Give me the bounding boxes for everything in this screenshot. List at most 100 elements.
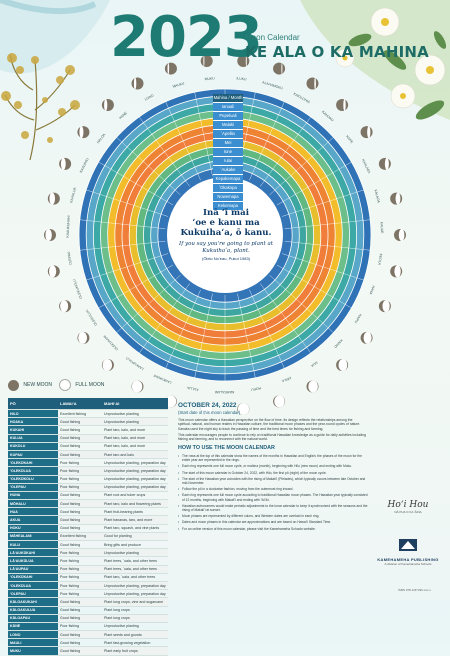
night-label: KAUAE <box>380 222 385 234</box>
farming-cell: Plant root and tuber crops <box>102 491 168 501</box>
farming-cell: Plant fast-growing vegetation <box>102 638 168 648</box>
night-spoke <box>276 264 352 309</box>
fishing-cell: Good fishing <box>58 597 102 607</box>
fishing-cell: Good fishing <box>58 499 102 509</box>
month-legend-item: ʻApelila <box>213 130 243 139</box>
night-label: KALAOA <box>374 189 381 204</box>
night-name-cell: KĀLOAPAU <box>8 614 58 623</box>
fishing-cell: Poor fishing <box>58 589 102 599</box>
table-row: ʻOLEPAU Poor fishing Unproductive planting… <box>8 589 168 599</box>
farming-cell: Unproductive planting, preparation day <box>102 589 168 599</box>
night-label: LONO <box>144 93 155 101</box>
fishing-cell: Excellent fishing <box>58 532 102 542</box>
full-moon-icon <box>58 379 71 391</box>
night-label: KAIPU <box>353 313 362 324</box>
night-name-cell: KUKAHI <box>8 425 58 435</box>
table-row: KĀNE Poor fishing Unproductive planting <box>8 622 168 632</box>
farming-cell: Bring gifts and produce <box>102 540 168 550</box>
farming-cell: Unproductive planting, preparation day <box>102 581 168 591</box>
night-spoke <box>116 274 181 333</box>
table-row: KUKAHI Good fishing Plant taro, kalo, and … <box>8 425 168 435</box>
night-label: KAPE <box>345 135 354 145</box>
night-label: KAAUPAU <box>79 157 90 174</box>
farming-cell: Good for planting <box>102 532 168 542</box>
fishing-cell: Good fishing <box>58 515 102 525</box>
fishing-cell: Good fishing <box>58 425 102 435</box>
fishing-cell: Good fishing <box>58 540 102 550</box>
night-name-cell: KULU <box>8 540 58 550</box>
farming-cell: Plant trees, ʻuala, and other trees <box>102 565 168 574</box>
table-row: HILO Excellent fishing Unproductive planti… <box>8 409 168 419</box>
table-row: LĀʻAUKŪKAHI Poor fishing Unproductive plan… <box>8 548 168 558</box>
how-to-item: The start of this moon calendar is Octob… <box>178 471 368 475</box>
how-to-heading: HOW TO USE THE MOON CALENDAR <box>178 445 275 451</box>
night-name-cell: HUNA <box>8 491 58 501</box>
quote-citation: (Ōlelo Noʻeau, Pukui 1983) <box>201 256 251 261</box>
night-label: KAALAEA <box>361 159 372 175</box>
night-name-cell: AKUA <box>8 515 58 525</box>
kamehameha-publishing-logo: KAMEHAMEHA PUBLISHING A division of Kame… <box>377 538 439 566</box>
fishing-cell: Poor fishing <box>58 573 102 582</box>
night-spoke <box>98 161 174 206</box>
moon-phase-icon <box>131 77 144 90</box>
moon-phase-icon <box>273 62 286 75</box>
night-label: KAIHO <box>333 338 343 349</box>
intro-paragraph: This moon calendar offers a Hawaiian per… <box>178 418 361 431</box>
night-label: KEOLA <box>377 253 383 266</box>
night-name-cell: MŌHALU <box>8 499 58 509</box>
night-label: HALOA <box>96 132 107 144</box>
moon-calendar-poster: ILUKU ALAHAMOKU KAIOLOHIA KAHOKU KAPE KAALAEA… <box>0 0 450 416</box>
table-row: ʻOLEPAU Poor fishing Unproductive planting… <box>8 483 168 492</box>
full-moon-label: FULL MOON <box>75 382 105 388</box>
table-row: HOKU Good fishing Plant taro, squash, and … <box>8 524 168 533</box>
moon-phase-icon <box>237 403 250 416</box>
night-spoke <box>79 219 166 229</box>
fishing-cell: Excellent fishing <box>58 409 102 419</box>
table-row: KULUA Good fishing Plant taro, kalo, and m… <box>8 434 168 443</box>
night-spoke <box>276 161 352 206</box>
night-name-cell: LĀʻAUKŪLUA <box>8 556 58 566</box>
night-name-cell: LONO <box>8 630 58 640</box>
night-name-cell: LĀʻAUKŪKAHI <box>8 548 58 558</box>
night-label: KEILA <box>281 376 292 384</box>
fishing-cell: Good fishing <box>58 442 102 451</box>
moon-phase-icon <box>360 126 373 139</box>
farming-cell: Plant early fruit crops <box>102 646 168 656</box>
farming-cell: Plant taro, kalo, and more <box>102 434 168 443</box>
farming-cell: Unproductive planting <box>102 548 168 558</box>
farming-cell: Plant taro, ʻuala, and other trees <box>102 573 168 582</box>
table-row: MŌHALU Good fishing Plant taro, kalo and f… <box>8 499 168 509</box>
fishing-cell: Poor fishing <box>58 581 102 591</box>
night-label: KANE <box>118 111 128 121</box>
moon-phase-icon <box>394 229 406 241</box>
fishing-cell: Good fishing <box>58 524 102 533</box>
month-legend-item: ʻOkakopa <box>213 184 243 193</box>
calendar-year: 2023 <box>110 5 263 70</box>
farming-cell: Unproductive planting, preparation day <box>102 466 168 476</box>
night-spoke <box>194 293 213 378</box>
month-legend-label: Mahina / Month <box>213 94 243 103</box>
how-to-item: Each ring represents one full moon cycle… <box>178 493 368 501</box>
moon-phase-icon <box>101 359 114 372</box>
night-name-cell: KĀLOAKUKAHI <box>8 597 58 607</box>
farming-cell: Unproductive planting, preparation day <box>102 483 168 492</box>
month-legend-item: Iulai <box>213 157 243 166</box>
moon-phase-icon <box>44 229 56 241</box>
moon-phase-icon <box>59 157 72 170</box>
moon-phase-icon <box>336 359 349 372</box>
night-label: OLEKULUA <box>85 308 98 326</box>
night-name-cell: KUPAU <box>8 450 58 460</box>
farming-cell: Plant long crops <box>102 606 168 615</box>
table-row: KĀLOAPAU Good fishing Plant long crops <box>8 614 168 623</box>
night-spoke <box>86 189 169 217</box>
quote-line: Kukuihaʻa, ō kanu. <box>180 228 272 238</box>
night-label: MAUKU <box>172 81 185 89</box>
night-label: HOKU <box>250 386 261 392</box>
night-label: KAIOLOHIA <box>293 92 312 105</box>
fishing-cell: Good fishing <box>58 614 102 623</box>
night-name-cell: KĀNE <box>8 622 58 632</box>
fishing-cell: Good fishing <box>58 507 102 517</box>
farming-cell: Plant fruit-bearing plants <box>102 507 168 517</box>
how-to-item: Dates and moon phases in this calendar a… <box>178 520 368 524</box>
night-name-cell: MĀHEALANI <box>8 532 58 542</box>
